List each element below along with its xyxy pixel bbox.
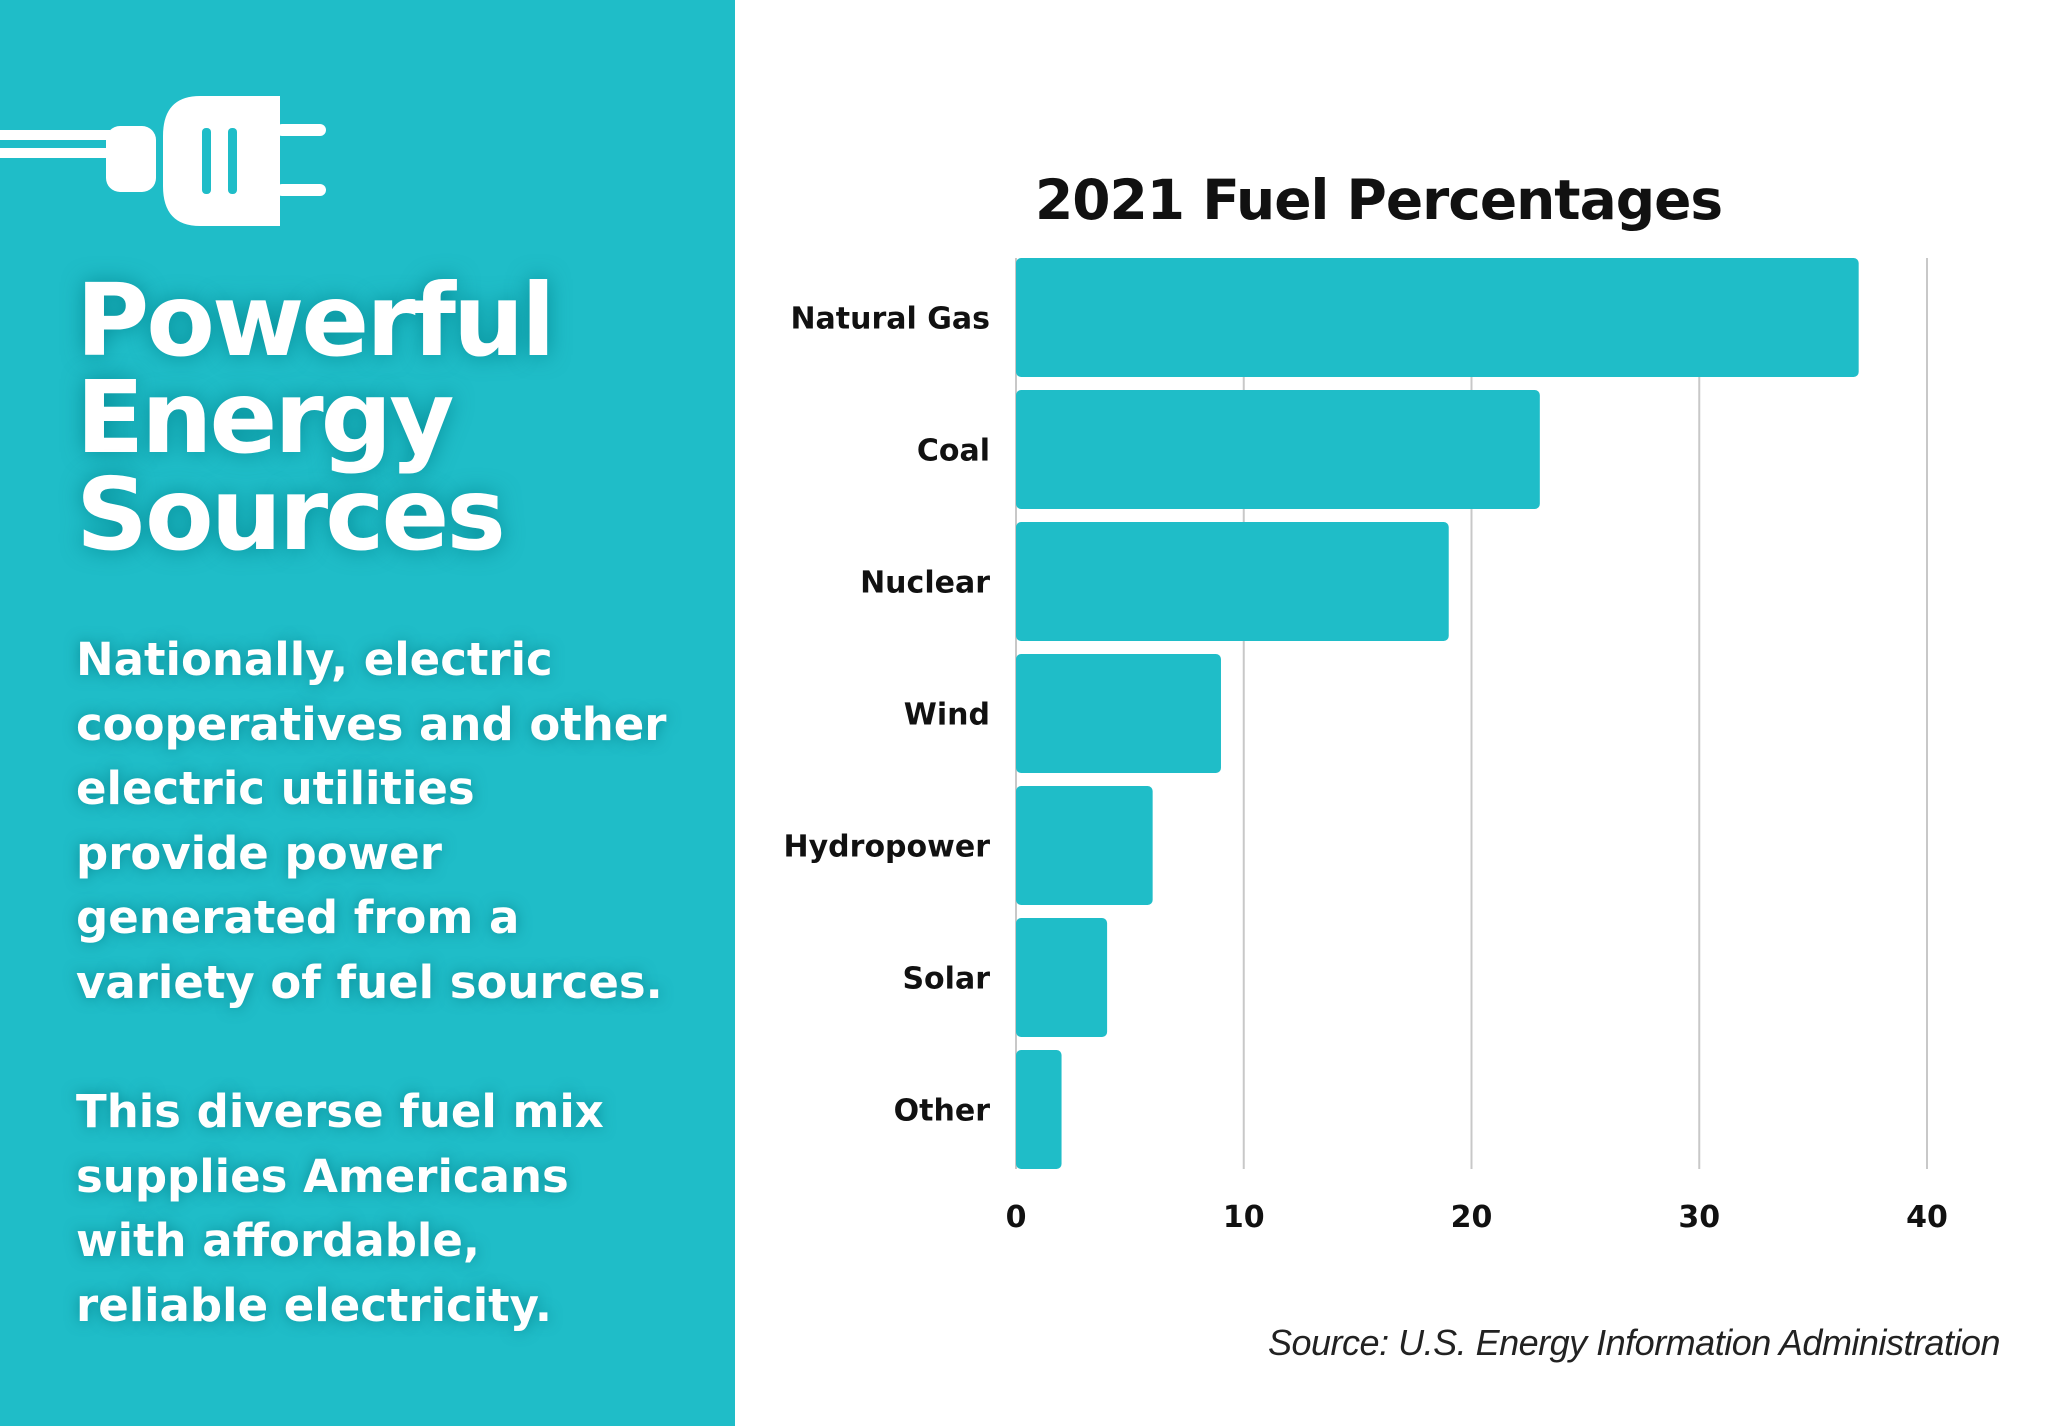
bar	[1016, 522, 1449, 641]
paragraph-line: provide power	[76, 826, 442, 880]
chart-area: 2021 Fuel Percentages 0 10 20 30 40 Natural G…	[735, 0, 2048, 1426]
paragraph-line: Nationally, electric	[76, 633, 553, 686]
bar	[1016, 918, 1108, 1037]
intro-paragraph: Nationally, electric cooperatives and ot…	[76, 628, 726, 1015]
paragraph-line: cooperatives and other	[76, 697, 667, 751]
headline: Powerful Energy Sources	[76, 262, 555, 573]
headline-line: Powerful	[76, 262, 555, 379]
paragraph-line: with affordable,	[76, 1214, 480, 1267]
chart-title: 2021 Fuel Percentages	[1035, 168, 1723, 232]
left-panel: Powerful Energy Sources Nationally, elec…	[0, 0, 735, 1426]
category-label: Hydropower	[784, 830, 991, 865]
summary-paragraph: This diverse fuel mix supplies Americans…	[76, 1080, 726, 1338]
bar	[1016, 786, 1153, 905]
paragraph-line: electric utilities	[76, 762, 475, 815]
bar	[1016, 258, 1859, 377]
category-label: Other	[894, 1094, 991, 1129]
plug-icon	[0, 96, 326, 226]
paragraph-line: supplies Americans	[76, 1149, 569, 1203]
x-tick-label: 0	[1006, 1200, 1027, 1235]
bar	[1016, 654, 1221, 773]
bar	[1016, 1050, 1062, 1169]
x-tick-label: 20	[1451, 1200, 1493, 1235]
x-tick-label: 40	[1906, 1200, 1948, 1235]
source-note: Source: U.S. Energy Information Administ…	[1268, 1322, 2001, 1363]
paragraph-line: This diverse fuel mix	[76, 1085, 604, 1138]
category-label: Natural Gas	[790, 302, 990, 337]
paragraph-line: variety of fuel sources.	[76, 955, 663, 1009]
bar	[1016, 390, 1540, 509]
paragraph-line: generated from a	[76, 891, 520, 944]
category-label: Wind	[904, 698, 990, 733]
paragraph-line: reliable electricity.	[76, 1278, 552, 1332]
headline-line: Energy	[76, 359, 454, 476]
category-label: Nuclear	[860, 566, 990, 601]
category-label: Coal	[917, 434, 990, 469]
x-tick-label: 30	[1678, 1200, 1720, 1235]
bar-chart: 0 10 20 30 40 Natural Gas Coal Nuclear Wind Hydro…	[784, 258, 1948, 1235]
category-label: Solar	[902, 962, 990, 997]
headline-line: Sources	[76, 456, 506, 573]
x-tick-label: 10	[1223, 1200, 1265, 1235]
